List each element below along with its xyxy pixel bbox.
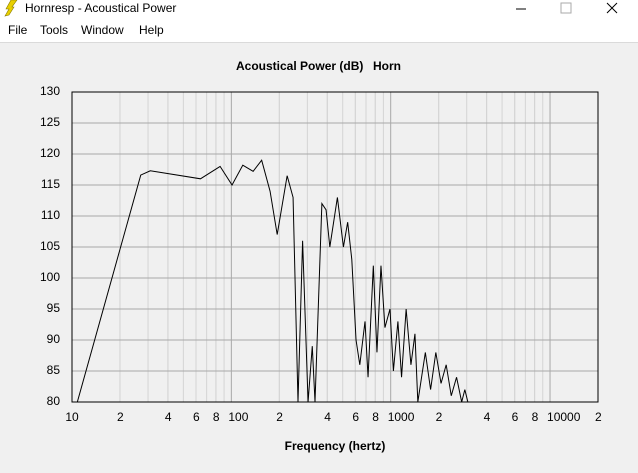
- x-tick-label: 100: [228, 410, 248, 424]
- x-tick-label: 8: [213, 410, 220, 424]
- y-tick-label: 90: [47, 332, 61, 346]
- x-tick-label: 6: [512, 410, 519, 424]
- y-tick-label: 110: [41, 208, 60, 222]
- x-tick-label: 1000: [388, 410, 415, 424]
- menu-separator: [0, 42, 638, 43]
- chart-title: Acoustical Power (dB): [236, 59, 363, 73]
- x-tick-label: 2: [595, 410, 602, 424]
- menu-item[interactable]: File: [8, 23, 28, 37]
- maximize-button[interactable]: [560, 2, 572, 14]
- menu-item[interactable]: Tools: [40, 23, 68, 37]
- data-line: [76, 159, 469, 403]
- x-tick-label: 2: [276, 410, 283, 424]
- x-tick-label: 2: [436, 410, 443, 424]
- y-tick-label: 115: [41, 177, 60, 191]
- x-tick-label: 6: [352, 410, 359, 424]
- x-tick-label: 8: [372, 410, 379, 424]
- close-button[interactable]: [606, 2, 618, 14]
- x-axis-label: Frequency (hertz): [285, 439, 386, 453]
- title-and-menu-bar: [0, 0, 638, 42]
- x-tick-label: 4: [324, 410, 331, 424]
- menu-item[interactable]: Window: [81, 23, 124, 37]
- x-tick-label: 6: [193, 410, 200, 424]
- x-tick-label: 4: [165, 410, 172, 424]
- y-tick-label: 105: [40, 239, 60, 253]
- y-tick-label: 130: [40, 84, 60, 98]
- y-tick-label: 80: [47, 394, 61, 408]
- y-tick-label: 125: [40, 115, 60, 129]
- x-tick-label: 8: [532, 410, 539, 424]
- x-tick-label: 10000: [547, 410, 581, 424]
- menu-item[interactable]: Help: [139, 23, 164, 37]
- x-tick-label: 2: [117, 410, 124, 424]
- y-tick-label: 95: [47, 301, 61, 315]
- chart-subtitle: Horn: [373, 59, 401, 73]
- x-tick-label: 10: [65, 410, 79, 424]
- y-tick-label: 85: [47, 363, 61, 377]
- x-tick-label: 4: [484, 410, 491, 424]
- y-tick-label: 120: [40, 146, 60, 160]
- y-tick-label: 100: [40, 270, 60, 284]
- plot-frame: [71, 91, 599, 403]
- app-icon: [4, 0, 18, 17]
- window-title: Hornresp - Acoustical Power: [25, 1, 176, 15]
